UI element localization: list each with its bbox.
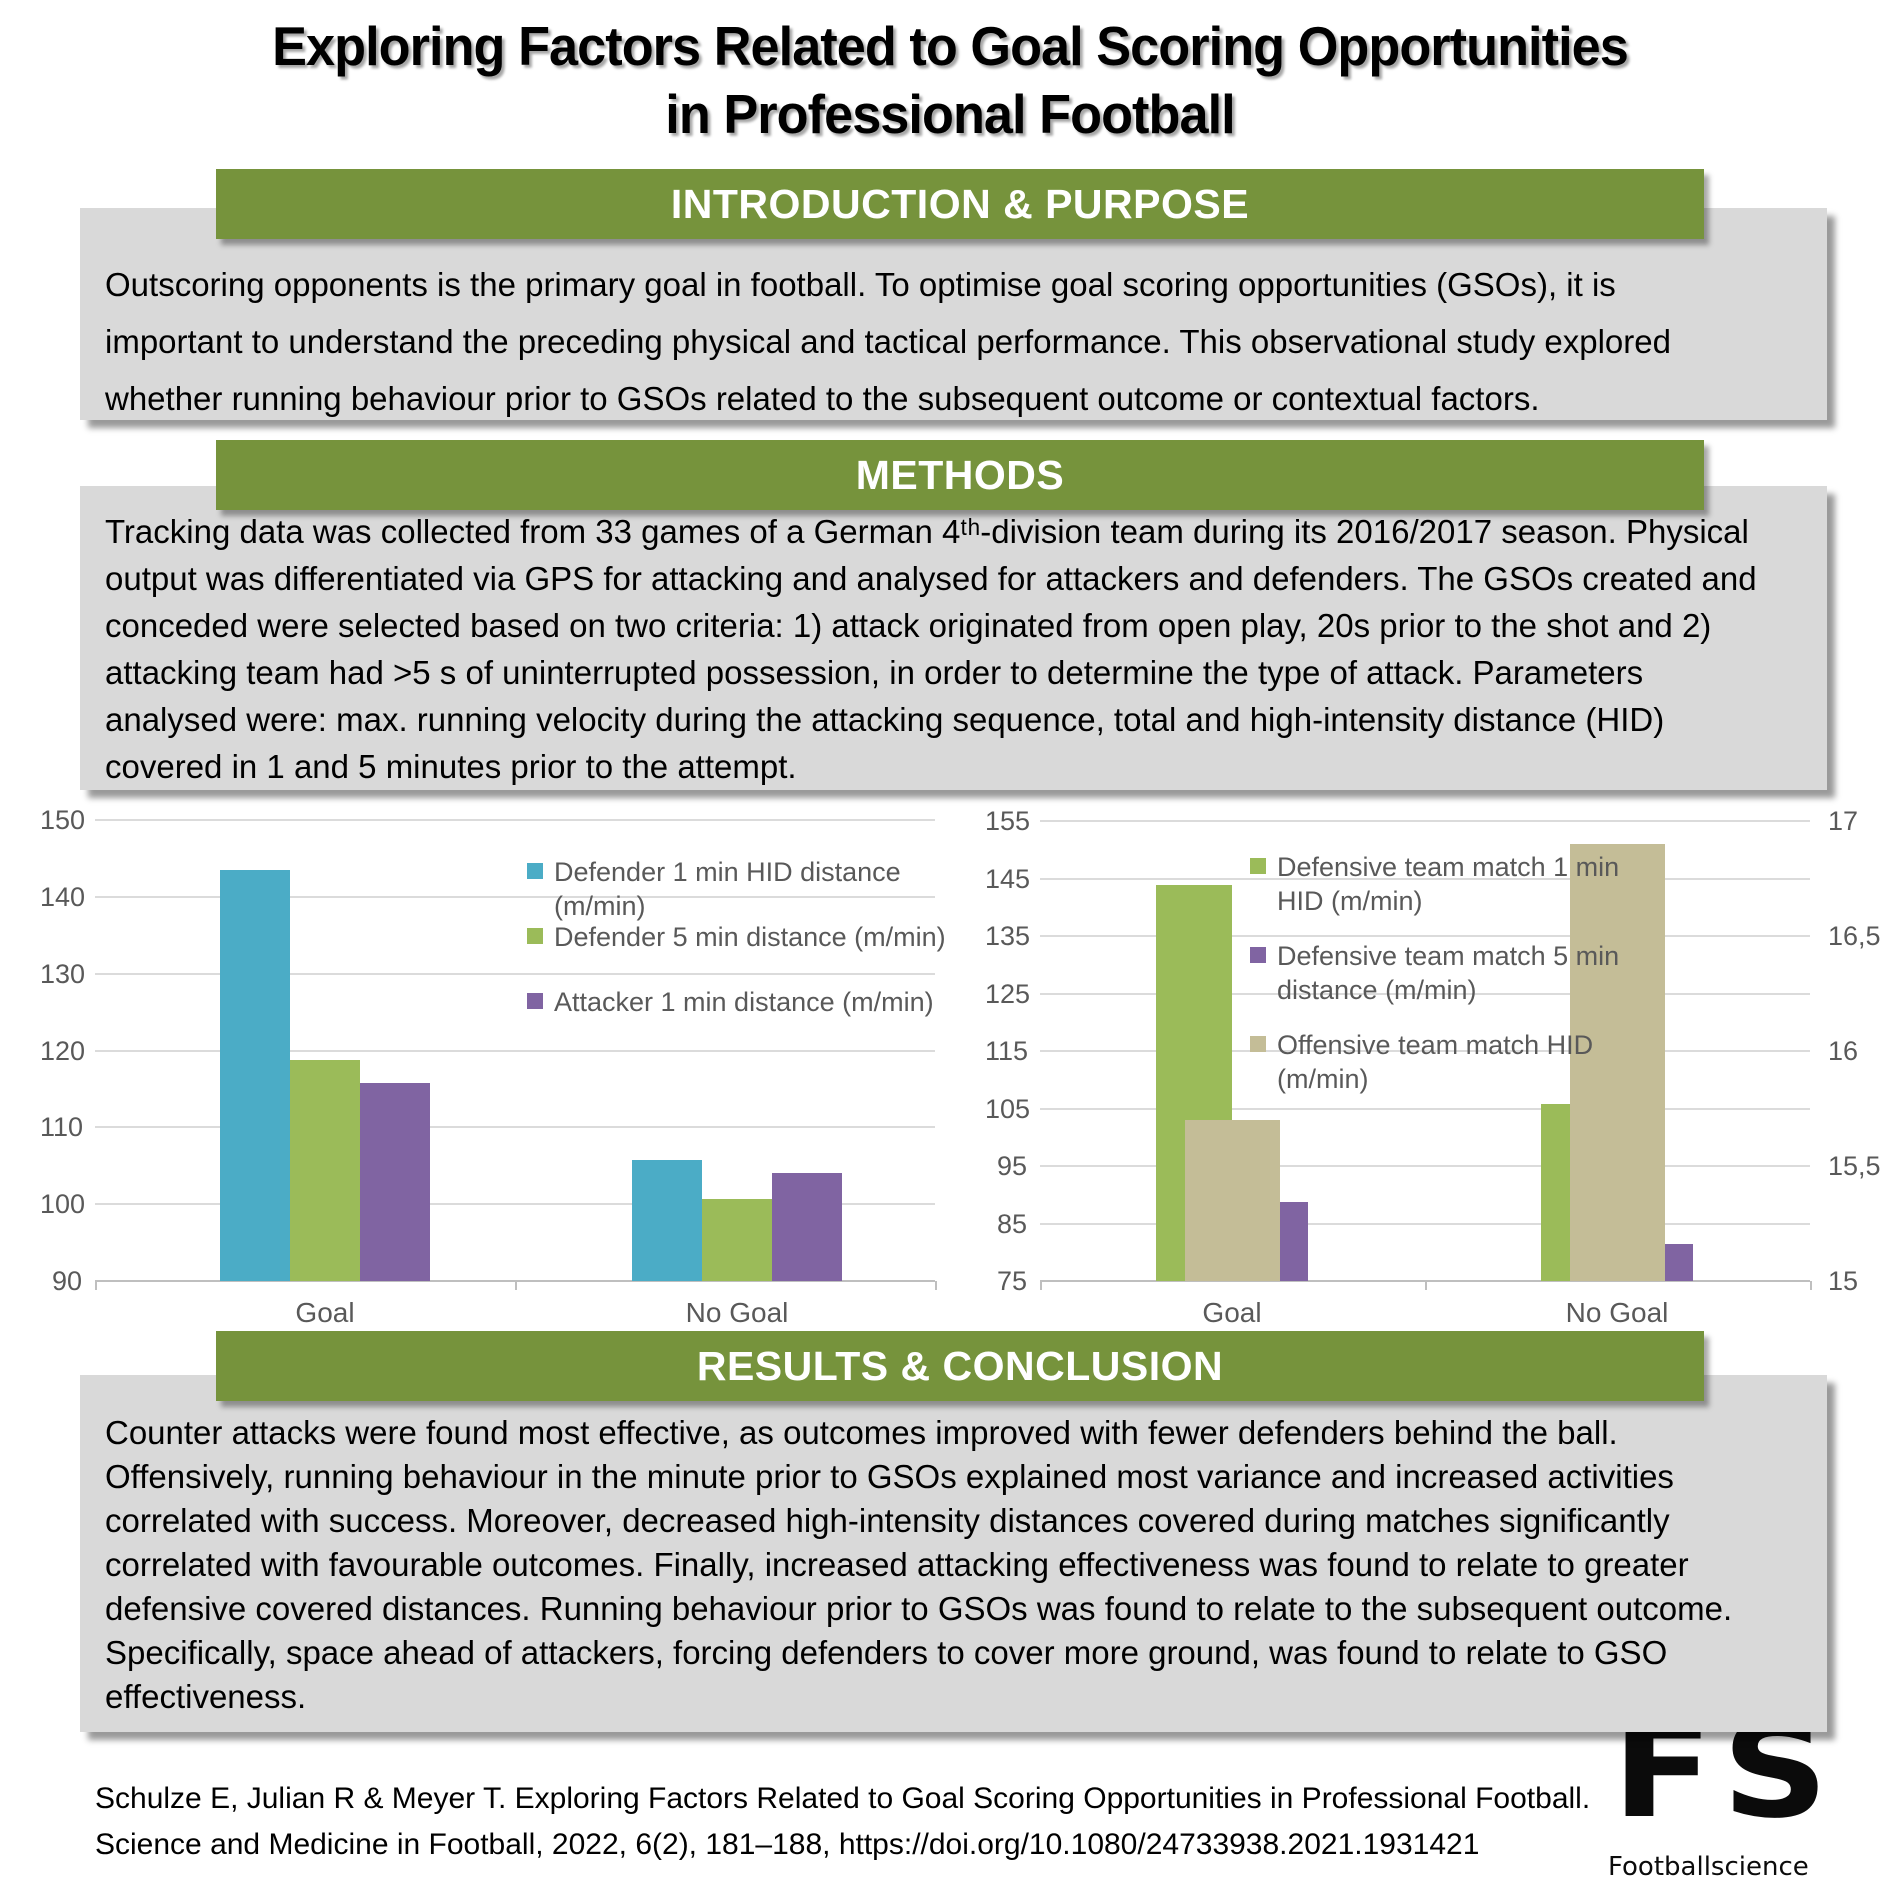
y-axis-right-tick-label: 16,5 [1828,921,1881,951]
y-axis-tick-label: 95 [996,1151,1027,1181]
results-text: Counter attacks were found most effectiv… [105,1414,1733,1715]
legend-label: Attacker 1 min distance (m/min) [554,987,934,1017]
y-axis-tick-label: 115 [985,1036,1029,1066]
title-line-2: in Professional Football [665,83,1235,145]
bar-no-goal-s1 [702,1198,772,1281]
legend-swatch [527,863,543,879]
y-axis-tick-label: 135 [985,921,1031,951]
x-axis-tick [935,1281,937,1290]
y-axis-tick-label: 75 [996,1266,1027,1296]
gridline [95,1126,935,1129]
gridline [1040,877,1810,880]
bar-goal-s0 [220,869,290,1281]
category-label: No Goal [685,1297,789,1328]
y-axis-tick-label: 120 [40,1035,86,1066]
y-axis-tick-label: 110 [40,1112,84,1143]
gridline [95,895,935,898]
legend-item: Attacker 1 min distance (m/min) [527,985,974,1019]
legend-swatch [1250,947,1266,963]
gridline [1040,1165,1810,1167]
team-match-bar-chart: 155 145 135 125 115 105 95 85 75 17 16,5 16 15,5 15 Go… [985,805,1900,1345]
y-axis-tick-label: 155 [985,806,1031,836]
legend-item: Defender 1 min HID distance (m/min) [527,855,974,923]
x-axis-tick [1810,1281,1812,1290]
y-axis-tick-label: 145 [985,863,1031,894]
citation: Schulze E, Julian R & Meyer T. Exploring… [95,1776,1590,1868]
methods-header-label: METHODS [855,452,1065,498]
y-axis-right-tick-label: 17 [1828,806,1859,836]
gridline [95,1203,935,1206]
intro-header-bar: INTRODUCTION & PURPOSE [216,169,1704,239]
results-header-bar: RESULTS & CONCLUSION [216,1331,1704,1401]
legend-label: Offensive team match HID (m/min) [1277,1030,1594,1094]
category-label: Goal [1202,1297,1262,1328]
y-axis-tick-label: 90 [51,1266,82,1296]
y-axis-right-tick-label: 15 [1828,1266,1859,1296]
legend-label: Defensive team match 5 min distance (m/m… [1277,941,1620,1005]
legend-item: Defensive team match 5 min distance (m/m… [1250,939,1622,1007]
y-axis-tick-label: 100 [40,1189,86,1220]
citation-line-2: Science and Medicine in Football, 2022, … [95,1828,1480,1861]
x-axis-tick [515,1281,517,1290]
gridline [1040,1050,1810,1052]
x-axis-tick [95,1281,97,1290]
title-line-1: Exploring Factors Related to Goal Scorin… [272,15,1629,77]
y-axis-right-tick-label: 15,5 [1828,1151,1881,1181]
x-axis-tick [1040,1281,1042,1290]
methods-header-bar: METHODS [216,440,1704,510]
y-axis-tick-label: 125 [985,978,1031,1009]
intro-text: Outscoring opponents is the primary goal… [105,266,1671,417]
gridline [95,819,935,821]
bar-goal-s2 [360,1082,430,1281]
y-axis-tick-label: 150 [40,805,86,835]
intro-box: Outscoring opponents is the primary goal… [80,208,1827,420]
gridline [95,972,935,975]
y-axis-tick-label: 85 [996,1208,1027,1239]
gridline [1040,935,1810,937]
results-header-label: RESULTS & CONCLUSION [696,1343,1224,1389]
legend-swatch [1250,1036,1266,1052]
legend-item: Defender 5 min distance (m/min) [527,920,974,954]
bar-no-goal-s2 [772,1173,842,1281]
gridline [1040,1107,1810,1110]
y-axis-tick-label: 140 [40,881,86,912]
legend-swatch [527,993,543,1009]
legend-label: Defensive team match 1 min HID (m/min) [1277,852,1620,916]
gridline [1040,820,1810,822]
y-axis-tick-label: 130 [40,958,86,989]
gridline [95,1049,935,1052]
bar-goal-s2 [1185,1120,1280,1281]
legend-label: Defender 5 min distance (m/min) [554,922,946,952]
gridline [1040,992,1810,995]
results-box: Counter attacks were found most effectiv… [80,1375,1827,1732]
methods-text: Tracking data was collected from 33 game… [105,513,1757,785]
bar-no-goal-s0 [632,1160,702,1281]
methods-box: Tracking data was collected from 33 game… [80,486,1827,790]
legend-swatch [527,928,543,944]
bar-no-goal-s2 [1570,844,1665,1281]
gridline [1040,1222,1810,1225]
x-axis-tick [1425,1281,1427,1290]
legend-item: Defensive team match 1 min HID (m/min) [1250,850,1622,918]
intro-header-label: INTRODUCTION & PURPOSE [670,181,1250,227]
y-axis-tick-label: 105 [985,1093,1031,1124]
legend-swatch [1250,858,1266,874]
legend-item: Offensive team match HID (m/min) [1250,1028,1622,1096]
footballscience-logo-subtext: Footballscience [1608,1852,1809,1882]
legend-label: Defender 1 min HID distance (m/min) [554,857,901,921]
citation-line-1: Schulze E, Julian R & Meyer T. Exploring… [95,1782,1591,1815]
y-axis-right-tick-label: 16 [1828,1036,1859,1066]
defender-attacker-bar-chart: 150 140 130 120 110 100 90 Goal No Goal Defender … [40,805,946,1345]
poster-title: Exploring Factors Related to Goal Scorin… [48,12,1853,148]
category-label: No Goal [1565,1297,1669,1328]
bar-goal-s1 [290,1060,360,1281]
category-label: Goal [295,1297,355,1328]
